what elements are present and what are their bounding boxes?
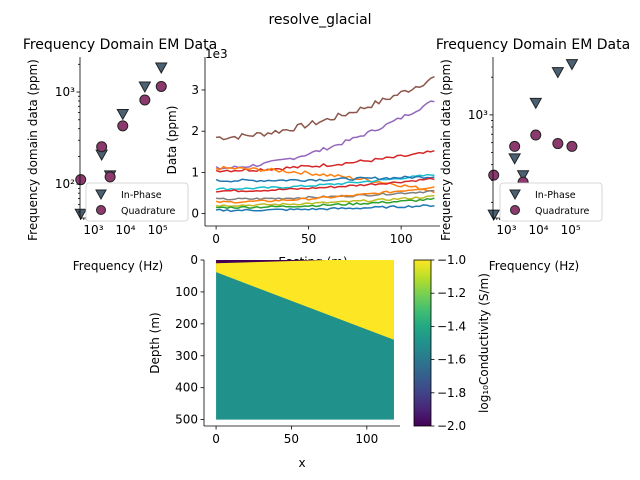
profile-line-9 bbox=[215, 186, 435, 204]
panel-right-legend: In-Phase Quadrature bbox=[499, 182, 603, 222]
colorbar-label: log₁₀Conductivity (S/m) bbox=[477, 273, 491, 413]
quadrature-point bbox=[139, 94, 151, 106]
profile-line-10 bbox=[215, 194, 435, 207]
profile-line-3 bbox=[215, 149, 435, 173]
x-tick-label: 50 bbox=[284, 432, 299, 446]
in-phase-point bbox=[154, 62, 168, 74]
legend-quadrature-marker bbox=[510, 205, 520, 215]
x-tick-label: 10⁵ bbox=[148, 223, 168, 237]
quadrature-point bbox=[75, 174, 87, 186]
profile-line-6 bbox=[215, 175, 435, 183]
x-tick-label: 10⁴ bbox=[528, 223, 548, 237]
in-phase-point bbox=[565, 59, 579, 71]
x-tick-label: 50 bbox=[301, 232, 316, 246]
figure-title: resolve_glacial bbox=[268, 12, 371, 28]
in-phase-point bbox=[508, 153, 522, 165]
panel-right-ylabel: Frequency domain data (ppm) bbox=[439, 59, 453, 241]
panel-right-xlabel: Frequency (Hz) bbox=[489, 259, 580, 273]
colorbar-gradient bbox=[413, 259, 432, 427]
y-tick-label: 1 bbox=[191, 165, 199, 179]
quadrature-point bbox=[566, 140, 578, 152]
y-tick-label: 0 bbox=[190, 253, 198, 267]
fd-data-panel-right: Frequency Domain EM Data 10³ 10⁴ 10⁵ 10³ Fr… bbox=[436, 37, 630, 273]
x-tick-label: 10³ bbox=[496, 223, 516, 237]
legend-quadrature-label: Quadrature bbox=[535, 206, 590, 217]
panel-left-xlabel: Frequency (Hz) bbox=[73, 259, 164, 273]
profile-line-11 bbox=[216, 197, 435, 209]
colorbar-tick-label: −1.6 bbox=[437, 353, 466, 367]
x-tick-label: 0 bbox=[212, 232, 220, 246]
in-phase-point bbox=[487, 209, 501, 222]
in-phase-point bbox=[116, 108, 130, 121]
legend-quadrature-marker bbox=[96, 205, 106, 215]
quadrature-point bbox=[530, 129, 542, 141]
colorbar-tick-label: −1.2 bbox=[437, 286, 466, 300]
y-tick-label: 3 bbox=[191, 83, 199, 97]
profile-ylabel: Data (ppm) bbox=[165, 106, 179, 175]
profile-line-1 bbox=[216, 76, 435, 141]
profile-line-7 bbox=[216, 177, 435, 193]
quadrature-point bbox=[552, 138, 564, 150]
y-tick-label: 500 bbox=[175, 413, 198, 427]
quadrature-point bbox=[96, 141, 108, 153]
x-tick-label: 100 bbox=[355, 432, 378, 446]
colorbar-tick-label: −2.0 bbox=[437, 419, 466, 433]
profile-line-12 bbox=[215, 204, 435, 213]
colorbar: −2.0 −1.8 −1.6 −1.4 −1.2 −1.0 log₁₀Conductivi… bbox=[413, 253, 491, 433]
y-tick-label: 10² bbox=[55, 177, 75, 191]
panel-right-title: Frequency Domain EM Data bbox=[436, 37, 630, 53]
in-phase-point bbox=[551, 67, 565, 79]
y-tick-label: 10³ bbox=[468, 108, 488, 122]
in-phase-point bbox=[74, 208, 88, 221]
profile-line-5 bbox=[215, 173, 435, 191]
y-tick-label: 100 bbox=[175, 285, 198, 299]
y-tick-label: 0 bbox=[191, 207, 199, 221]
x-tick-label: 10⁵ bbox=[561, 223, 581, 237]
top-conductive-layer bbox=[216, 260, 327, 264]
y-tick-label: 200 bbox=[175, 317, 198, 331]
quadrature-point bbox=[117, 120, 129, 132]
legend-in-phase-label: In-Phase bbox=[121, 190, 162, 201]
y-tick-label: 2 bbox=[191, 124, 199, 138]
x-tick-label: 10⁴ bbox=[115, 223, 135, 237]
ice-layer bbox=[216, 260, 394, 340]
legend-in-phase-label: In-Phase bbox=[535, 190, 576, 201]
colorbar-tick-label: −1.0 bbox=[437, 253, 466, 267]
x-tick-label: 100 bbox=[390, 232, 413, 246]
in-phase-point bbox=[516, 170, 530, 182]
in-phase-point bbox=[138, 81, 152, 93]
x-tick-label: 0 bbox=[212, 432, 220, 446]
quadrature-point bbox=[488, 169, 500, 181]
model-xlabel: x bbox=[298, 456, 305, 470]
legend-in-phase-marker bbox=[509, 189, 521, 201]
y-tick-label: 10³ bbox=[55, 85, 75, 99]
y-tick-label: 400 bbox=[175, 381, 198, 395]
legend-quadrature-label: Quadrature bbox=[121, 206, 176, 217]
y-tick-label: 300 bbox=[175, 349, 198, 363]
profile-line-2 bbox=[215, 100, 435, 170]
quadrature-point bbox=[104, 171, 116, 183]
fd-data-panel-left: Frequency Domain EM Data 10³ 10⁴ 10⁵ 10² 10³… bbox=[23, 37, 217, 273]
profile-line-4 bbox=[215, 165, 435, 194]
colorbar-tick-label: −1.8 bbox=[437, 386, 466, 400]
quadrature-point bbox=[155, 80, 167, 92]
x-tick-label: 10³ bbox=[83, 223, 103, 237]
in-phase-point bbox=[529, 97, 543, 110]
panel-left-title: Frequency Domain EM Data bbox=[23, 37, 217, 53]
panel-left-ylabel: Frequency domain data (ppm) bbox=[26, 59, 40, 241]
model-ylabel: Depth (m) bbox=[148, 312, 162, 373]
colorbar-tick-label: −1.4 bbox=[437, 319, 466, 333]
quadrature-point bbox=[509, 140, 521, 152]
panel-left-legend: In-Phase Quadrature bbox=[85, 182, 189, 222]
profile-offset-text: 1e3 bbox=[205, 47, 228, 61]
legend-in-phase-marker bbox=[95, 189, 107, 201]
